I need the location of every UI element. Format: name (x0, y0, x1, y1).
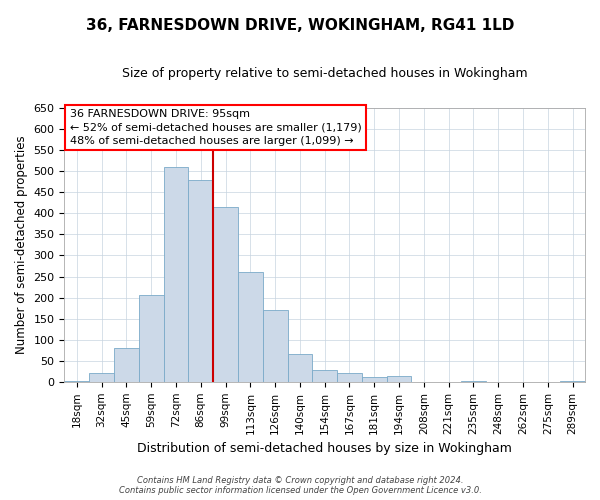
Bar (89, 372, 114, 382)
Bar (362, 377, 386, 382)
Bar (287, 354, 313, 382)
Text: Contains HM Land Registry data © Crown copyright and database right 2024.
Contai: Contains HM Land Registry data © Crown c… (119, 476, 481, 495)
Y-axis label: Number of semi-detached properties: Number of semi-detached properties (15, 136, 28, 354)
X-axis label: Distribution of semi-detached houses by size in Wokingham: Distribution of semi-detached houses by … (137, 442, 512, 455)
Bar (114, 348, 139, 382)
Bar (263, 310, 287, 382)
Text: 36, FARNESDOWN DRIVE, WOKINGHAM, RG41 1LD: 36, FARNESDOWN DRIVE, WOKINGHAM, RG41 1L… (86, 18, 514, 32)
Bar (337, 372, 362, 382)
Bar (238, 272, 263, 382)
Bar (213, 207, 238, 382)
Bar (461, 381, 486, 382)
Bar (188, 180, 213, 382)
Title: Size of property relative to semi-detached houses in Wokingham: Size of property relative to semi-detach… (122, 68, 527, 80)
Bar (313, 370, 337, 382)
Bar (164, 167, 188, 382)
Bar (64, 381, 89, 382)
Text: 36 FARNESDOWN DRIVE: 95sqm
← 52% of semi-detached houses are smaller (1,179)
48%: 36 FARNESDOWN DRIVE: 95sqm ← 52% of semi… (70, 110, 361, 146)
Bar (139, 296, 164, 382)
Bar (386, 376, 412, 382)
